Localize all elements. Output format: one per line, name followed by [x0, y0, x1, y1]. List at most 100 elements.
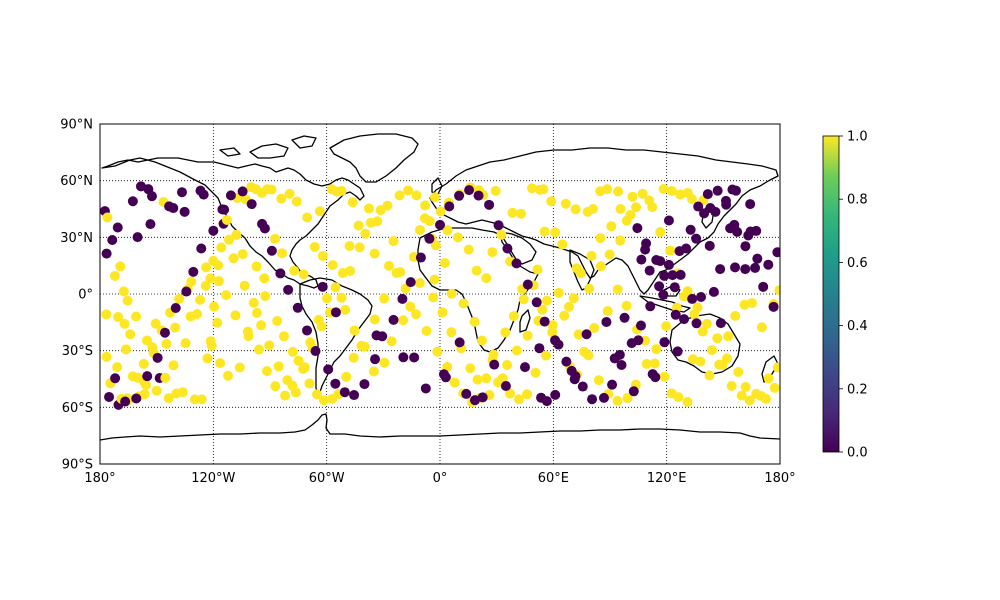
scatter-point [359, 379, 370, 390]
scatter-point [712, 333, 723, 344]
scatter-point [202, 353, 213, 364]
scatter-point [225, 190, 236, 201]
scatter-point [310, 346, 321, 357]
scatter-point [670, 309, 681, 320]
scatter-point [405, 301, 416, 312]
scatter-point [176, 187, 187, 198]
scatter-point [649, 358, 660, 369]
scatter-point [266, 245, 277, 256]
scatter-point [424, 233, 435, 244]
scatter-point [354, 242, 365, 253]
scatter-point [415, 252, 426, 263]
scatter-point [414, 278, 425, 289]
scatter-point [640, 244, 651, 255]
scatter-point [251, 261, 262, 272]
scatter-point [298, 269, 309, 280]
scatter-point [118, 286, 129, 297]
scatter-point [763, 259, 774, 270]
scatter-point [221, 214, 232, 225]
scatter-point [409, 352, 420, 363]
scatter-point [196, 243, 207, 254]
scatter-point [602, 306, 613, 316]
scatter-point [330, 307, 341, 318]
scatter-point [465, 363, 476, 374]
scatter-point [740, 381, 751, 392]
scatter-point [695, 356, 706, 367]
scatter-point [538, 184, 549, 195]
scatter-point [403, 185, 414, 196]
scatter-point [616, 360, 627, 371]
scatter-point [379, 293, 390, 304]
scatter-point [150, 318, 161, 329]
scatter-point [280, 390, 291, 401]
colorbar-ticks: 0.0 0.2 0.4 0.6 0.8 1.0 [839, 130, 868, 461]
scatter-point [566, 365, 577, 376]
scatter-point [701, 318, 712, 329]
x-tick-label: 180° [764, 471, 795, 486]
scatter-point [231, 229, 242, 240]
scatter-point [384, 260, 394, 271]
scatter-point [513, 394, 524, 405]
scatter-point [224, 234, 235, 245]
scatter-point [685, 224, 696, 235]
scatter-point [637, 188, 648, 199]
scatter-point [435, 219, 445, 230]
scatter-point [221, 290, 232, 301]
scatter-point [205, 273, 216, 284]
scatter-point [228, 253, 239, 264]
scatter-point [663, 259, 674, 270]
scatter-point [500, 327, 511, 338]
scatter-point [604, 249, 615, 260]
scatter-point [553, 287, 564, 298]
scatter-point [388, 236, 399, 247]
scatter-point [163, 393, 174, 404]
scatter-point [101, 309, 112, 320]
scatter-point [744, 395, 755, 406]
scatter-point [379, 357, 390, 368]
scatter-point [569, 374, 580, 385]
scatter-point [131, 393, 142, 404]
scatter-point [437, 307, 448, 318]
scatter-point [312, 389, 323, 400]
scatter-point [317, 251, 328, 262]
scatter-point [223, 370, 234, 381]
scatter-point [663, 215, 674, 226]
scatter-point [139, 389, 150, 400]
scatter-point [319, 395, 330, 406]
scatter-point [632, 223, 643, 234]
scatter-point [645, 301, 656, 312]
scatter-point [691, 233, 702, 244]
y-tick-label: 60°S [62, 401, 93, 416]
scatter-point [219, 204, 230, 215]
scatter-point [446, 327, 457, 338]
scatter-point [442, 225, 453, 236]
scatter-point [496, 229, 507, 240]
scatter-point [733, 367, 744, 378]
scatter-point [339, 387, 350, 398]
scatter-point [360, 228, 371, 239]
scatter-point [763, 373, 774, 384]
scatter-point [672, 346, 683, 357]
scatter-point [432, 346, 443, 357]
scatter-point [484, 199, 495, 210]
colorbar-tick-label: 0.0 [847, 446, 868, 461]
scatter-point [146, 191, 157, 202]
scatter-point [669, 282, 680, 293]
scatter-point [213, 276, 224, 287]
scatter-point [471, 265, 482, 276]
scatter-point [113, 312, 124, 323]
scatter-point [386, 336, 397, 347]
x-tick-label: 60°W [309, 471, 345, 486]
scatter-point [145, 219, 156, 230]
scatter-point [682, 286, 693, 297]
scatter-point [414, 224, 425, 235]
scatter-point [772, 362, 780, 373]
scatter-point [131, 311, 142, 322]
scatter-point [723, 331, 734, 342]
scatter-point [170, 302, 181, 313]
scatter-point [122, 295, 133, 306]
scatter-point [541, 396, 552, 407]
colorbar-gradient [822, 135, 840, 453]
scatter-point [635, 320, 646, 331]
scatter-point [259, 223, 270, 234]
